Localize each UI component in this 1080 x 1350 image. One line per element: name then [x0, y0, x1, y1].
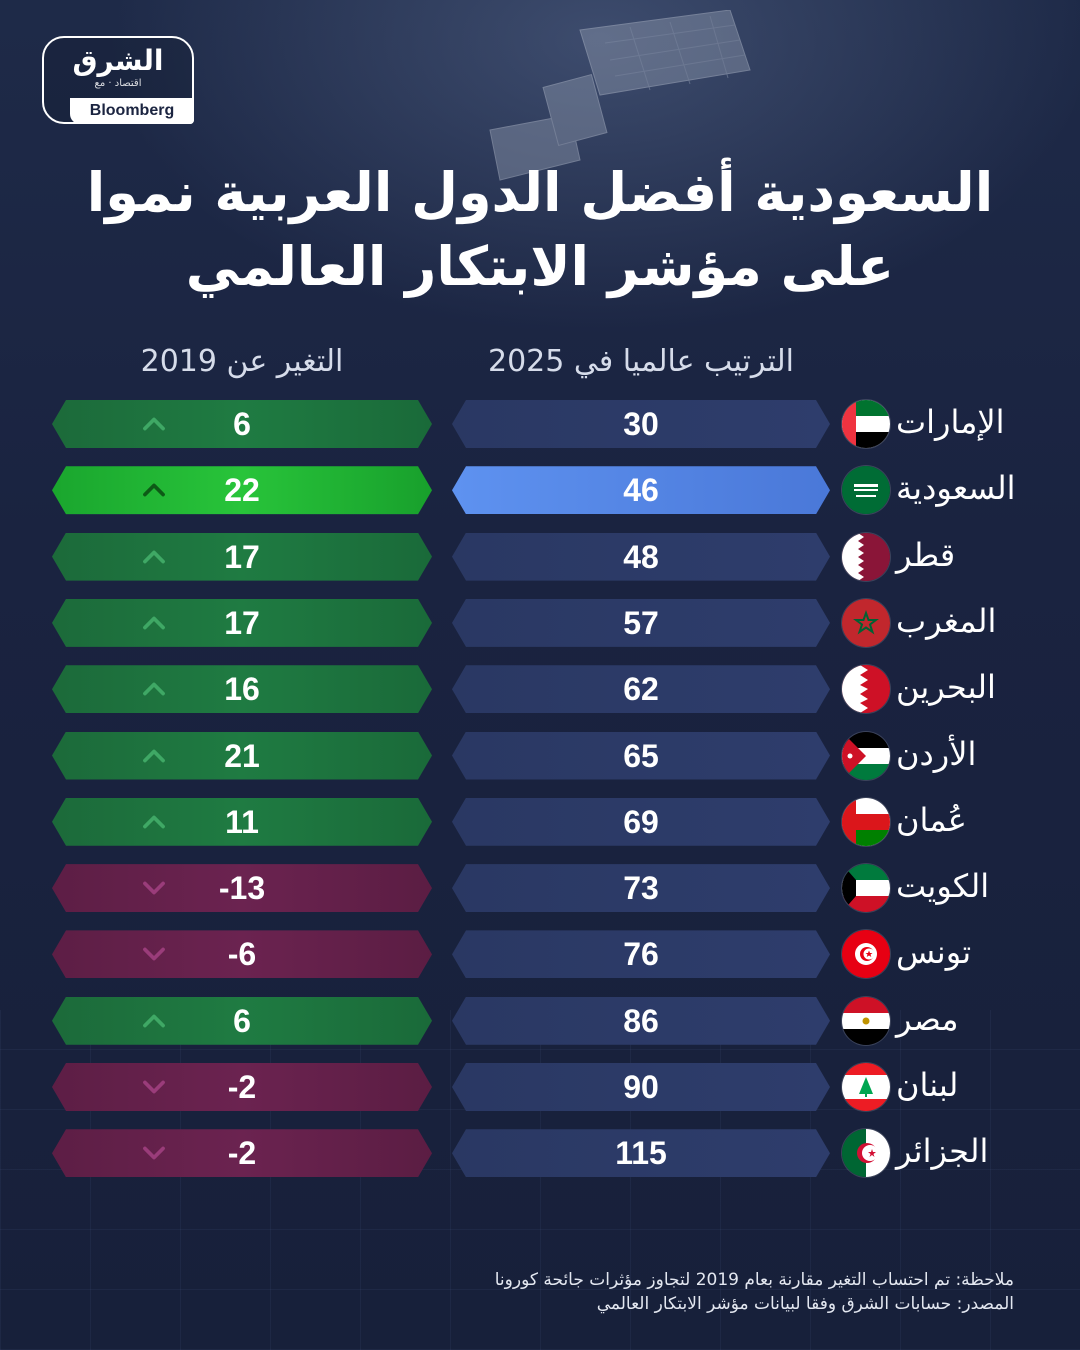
- change-value: 6: [233, 1002, 251, 1039]
- country-name: لبنان: [896, 1066, 959, 1104]
- change-value: 21: [224, 737, 260, 774]
- table-row: -13 73 الكويت: [0, 864, 1080, 913]
- country-name: تونس: [896, 933, 972, 972]
- chevron-down-icon: [140, 944, 168, 964]
- source-text: المصدر: حسابات الشرق وفقا لبيانات مؤشر ا…: [596, 1294, 1014, 1314]
- asharq-bloomberg-logo: الشرق اقتصاد · مع Bloomberg: [42, 36, 194, 124]
- change-value: 16: [224, 671, 260, 708]
- rank-bar: 115: [452, 1129, 830, 1177]
- change-bar: 17: [52, 533, 432, 581]
- saudi-flag-icon: [842, 466, 890, 515]
- satellite-illustration: [489, 10, 751, 181]
- chevron-up-icon: [140, 1011, 168, 1031]
- change-value: 6: [233, 406, 251, 442]
- rank-bar: 30: [452, 400, 830, 448]
- rank-bar: 73: [452, 864, 830, 912]
- table-row: -2 90 لبنان: [0, 1063, 1080, 1111]
- change-value: 11: [225, 803, 259, 840]
- change-bar: 11: [52, 798, 432, 846]
- rank-bar: 69: [452, 798, 830, 846]
- change-bar: 21: [52, 732, 432, 780]
- change-bar: 6: [52, 997, 432, 1045]
- country-name: السعودية: [896, 469, 1016, 508]
- chevron-up-icon: [140, 480, 168, 500]
- logo-main-text: الشرق: [72, 44, 164, 77]
- logo-sub-text: اقتصاد · مع: [94, 78, 142, 89]
- jordan-flag-icon: [842, 731, 890, 780]
- country-name: البحرين: [896, 668, 996, 707]
- table-row: 6 86 مصر: [0, 996, 1080, 1045]
- change-bar: -13: [52, 864, 432, 912]
- change-value: -2: [227, 1069, 257, 1105]
- rank-bar: 65: [452, 732, 830, 780]
- table-row: 17 57 المغرب: [0, 598, 1080, 647]
- table-row: 17 48 قطر: [0, 532, 1080, 581]
- qatar-flag-icon: [842, 532, 890, 581]
- country-name: عُمان: [896, 800, 967, 839]
- rank-bar: 62: [452, 665, 830, 713]
- country-name: المغرب: [896, 601, 997, 640]
- logo-brand: Bloomberg: [70, 98, 194, 124]
- change-bar: 17: [52, 599, 432, 647]
- morocco-flag-icon: [842, 598, 890, 647]
- algeria-flag-icon: [842, 1129, 890, 1178]
- change-value: 22: [224, 472, 260, 509]
- rank-bar: 48: [452, 533, 830, 581]
- chevron-up-icon: [140, 812, 168, 832]
- table-row: 11 69 عُمان: [0, 797, 1080, 846]
- tunisia-flag-icon: [842, 930, 890, 979]
- table-row: 22 46 السعودية: [0, 466, 1080, 515]
- rank-bar: 86: [452, 997, 830, 1045]
- chevron-up-icon: [140, 679, 168, 699]
- bahrain-flag-icon: [842, 665, 890, 714]
- table-row: -6 76 تونس: [0, 930, 1080, 979]
- change-value: -2: [227, 1135, 257, 1172]
- change-bar: -2: [52, 1063, 432, 1111]
- country-name: الإمارات: [896, 403, 1005, 441]
- change-value: 17: [224, 604, 260, 641]
- lebanon-flag-icon: [842, 1063, 890, 1111]
- change-value: 17: [224, 538, 260, 575]
- egypt-flag-icon: [842, 996, 890, 1045]
- country-name: الأردن: [896, 734, 977, 773]
- table-row: 21 65 الأردن: [0, 731, 1080, 780]
- rank-column-header: الترتيب عالميا في 2025: [488, 344, 794, 379]
- country-name: مصر: [896, 999, 959, 1038]
- change-value: -13: [218, 870, 266, 907]
- country-name: الكويت: [896, 867, 990, 906]
- table-row: -2 115 الجزائر: [0, 1129, 1080, 1178]
- change-column-header: التغير عن 2019: [140, 344, 344, 379]
- rank-bar: 57: [452, 599, 830, 647]
- title-line-2: على مؤشر الابتكار العالمي: [185, 235, 895, 298]
- chevron-down-icon: [140, 1143, 168, 1163]
- chevron-down-icon: [140, 878, 168, 898]
- rank-bar: 46: [452, 466, 830, 514]
- chevron-down-icon: [140, 1077, 168, 1097]
- oman-flag-icon: [842, 797, 890, 846]
- change-value: -6: [227, 936, 257, 973]
- country-name: قطر: [896, 535, 956, 574]
- table-row: 16 62 البحرين: [0, 665, 1080, 714]
- chevron-up-icon: [140, 547, 168, 567]
- title-line-1: السعودية أفضل الدول العربية نموا: [86, 161, 994, 224]
- change-bar: 16: [52, 665, 432, 713]
- change-bar: 6: [52, 400, 432, 448]
- note-text: ملاحظة: تم احتساب التغير مقارنة بعام 201…: [494, 1270, 1014, 1290]
- rank-bar: 90: [452, 1063, 830, 1111]
- rank-bar: 76: [452, 930, 830, 978]
- change-bar: -6: [52, 930, 432, 978]
- change-bar: 22: [52, 466, 432, 514]
- chevron-up-icon: [140, 613, 168, 633]
- kuwait-flag-icon: [842, 864, 890, 913]
- chevron-up-icon: [140, 746, 168, 766]
- chevron-up-icon: [140, 414, 168, 434]
- table-row: 6 30 الإمارات: [0, 400, 1080, 448]
- change-bar: -2: [52, 1129, 432, 1177]
- uae-flag-icon: [842, 400, 890, 448]
- country-name: الجزائر: [896, 1132, 989, 1171]
